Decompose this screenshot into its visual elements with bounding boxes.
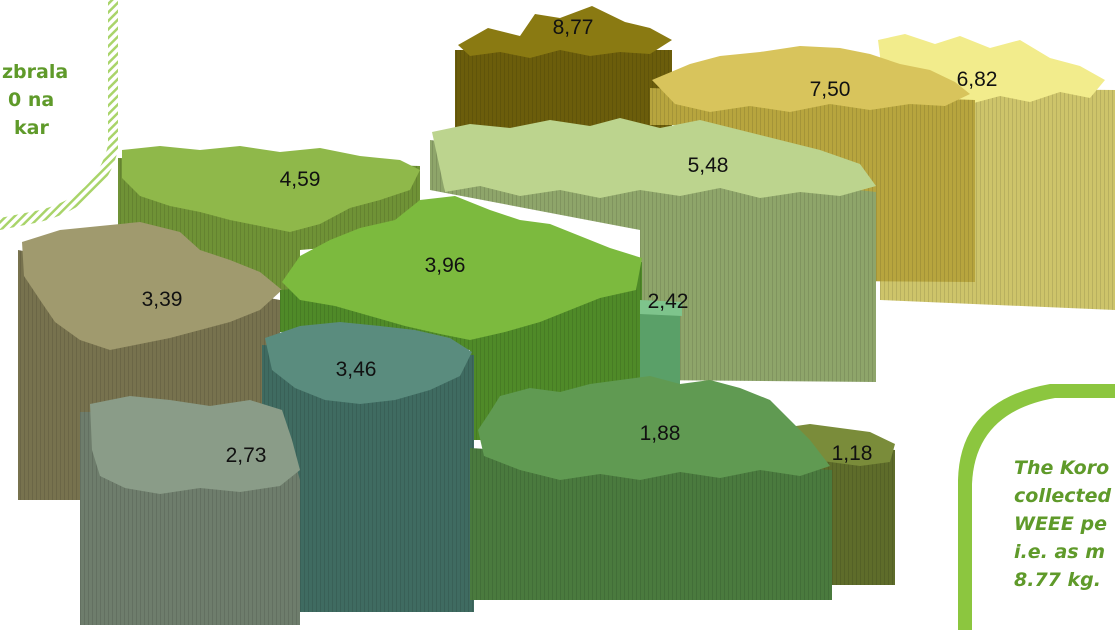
value-label-459: 4,59	[280, 168, 321, 191]
slovene-note-line-1: zbrala	[2, 61, 68, 83]
value-label-548: 5,48	[688, 154, 729, 177]
region-188	[470, 376, 832, 600]
value-labels: 8,77 7,50 6,82 5,48 4,59 3,96 2,42 3,39 …	[142, 16, 998, 467]
slovene-note-callout: zbrala 0 na kar	[0, 0, 118, 230]
region-346	[262, 322, 474, 612]
value-label-682: 6,82	[957, 68, 998, 91]
english-note-line-1: The Koro	[1014, 457, 1109, 479]
english-note-line-5: 8.77 kg.	[1014, 569, 1101, 591]
slovene-note-line-2: 0 na	[8, 89, 54, 111]
value-label-188: 1,88	[640, 422, 681, 445]
value-label-118: 1,18	[832, 442, 873, 465]
value-label-396: 3,96	[425, 254, 466, 277]
value-label-346: 3,46	[336, 358, 377, 381]
region-548	[430, 118, 876, 382]
value-label-750: 7,50	[810, 78, 851, 101]
slovene-note-line-3: kar	[14, 117, 49, 139]
region-273	[80, 396, 300, 625]
value-label-339: 3,39	[142, 288, 183, 311]
region-877	[455, 6, 672, 128]
value-label-273: 2,73	[226, 444, 267, 467]
region-242	[640, 300, 682, 390]
english-note-line-2: collected	[1014, 485, 1111, 507]
english-note-callout: The Koro collected WEEE pe i.e. as m 8.7…	[958, 384, 1115, 630]
english-note-line-4: i.e. as m	[1014, 541, 1105, 563]
value-label-877: 8,77	[553, 16, 594, 39]
value-label-242: 2,42	[648, 290, 689, 313]
english-note-line-3: WEEE pe	[1014, 513, 1107, 535]
